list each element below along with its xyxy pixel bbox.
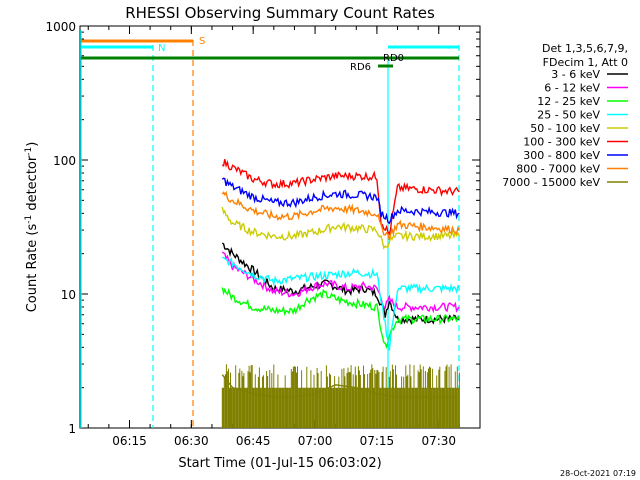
y-axis-label-sup: -1 bbox=[24, 215, 34, 224]
x-axis-label: Start Time (01-Jul-15 06:03:02) bbox=[178, 456, 381, 471]
annotation-n: N bbox=[158, 43, 165, 54]
legend-label-6: 300 - 800 keV bbox=[523, 149, 600, 162]
annotation-rd0: RD0 bbox=[383, 53, 404, 64]
series-line-1 bbox=[221, 251, 460, 314]
legend-label-0: 3 - 6 keV bbox=[551, 68, 600, 81]
y-axis-label-end: ) bbox=[25, 142, 40, 147]
generated-timestamp: 28-Oct-2021 07:19 bbox=[560, 469, 636, 478]
y-tick-label: 10 bbox=[61, 288, 76, 302]
legend-label-5: 100 - 300 keV bbox=[523, 136, 600, 149]
series-line-5 bbox=[221, 159, 460, 236]
y-tick-label: 1000 bbox=[45, 20, 76, 34]
series-line-6 bbox=[221, 177, 460, 225]
x-axis-ticks: 06:15 06:30 06:45 07:00 07:15 07:30 bbox=[87, 26, 460, 448]
x-tick-label: 07:30 bbox=[421, 434, 456, 448]
annotation-markers: S N RD0 RD6 bbox=[80, 30, 460, 428]
legend-label-2: 12 - 25 keV bbox=[537, 95, 600, 108]
x-tick-label: 07:15 bbox=[360, 434, 395, 448]
y-axis-label: Count Rate (s-1 detector-1) bbox=[24, 142, 40, 313]
x-tick-label: 06:45 bbox=[236, 434, 271, 448]
annotation-s: S bbox=[199, 36, 205, 47]
legend-label-4: 50 - 100 keV bbox=[530, 122, 600, 135]
x-tick-label: 07:00 bbox=[298, 434, 333, 448]
series-line-2 bbox=[221, 287, 461, 350]
series-line-3 bbox=[222, 256, 460, 351]
x-tick-label: 06:15 bbox=[112, 434, 147, 448]
legend-header-line-1: Det 1,3,5,6,7,9, bbox=[542, 42, 628, 55]
legend-label-8: 7000 - 15000 keV bbox=[502, 176, 600, 189]
annotation-rd6: RD6 bbox=[350, 62, 371, 73]
series-line-4 bbox=[221, 206, 461, 250]
y-axis-label-sup2: -1 bbox=[24, 147, 34, 156]
x-tick-label: 06:30 bbox=[174, 434, 209, 448]
legend: Det 1,3,5,6,7,9, FDecim 1, Att 0 3 - 6 k… bbox=[502, 42, 628, 189]
data-series bbox=[221, 159, 461, 428]
y-axis-label-mid: detector bbox=[25, 155, 40, 215]
y-tick-label: 1 bbox=[68, 422, 76, 436]
legend-header-line-2: FDecim 1, Att 0 bbox=[543, 56, 628, 69]
y-axis-ticks: 1 10 100 1000 bbox=[45, 20, 480, 436]
series-line-7 bbox=[221, 190, 461, 241]
legend-label-7: 800 - 7000 keV bbox=[516, 163, 600, 176]
legend-label-1: 6 - 12 keV bbox=[544, 82, 600, 95]
chart-title: RHESSI Observing Summary Count Rates bbox=[125, 4, 435, 22]
series-band-8 bbox=[221, 364, 460, 428]
legend-label-3: 25 - 50 keV bbox=[537, 109, 600, 122]
y-tick-label: 100 bbox=[53, 154, 76, 168]
y-axis-label-main: Count Rate (s bbox=[25, 224, 40, 313]
